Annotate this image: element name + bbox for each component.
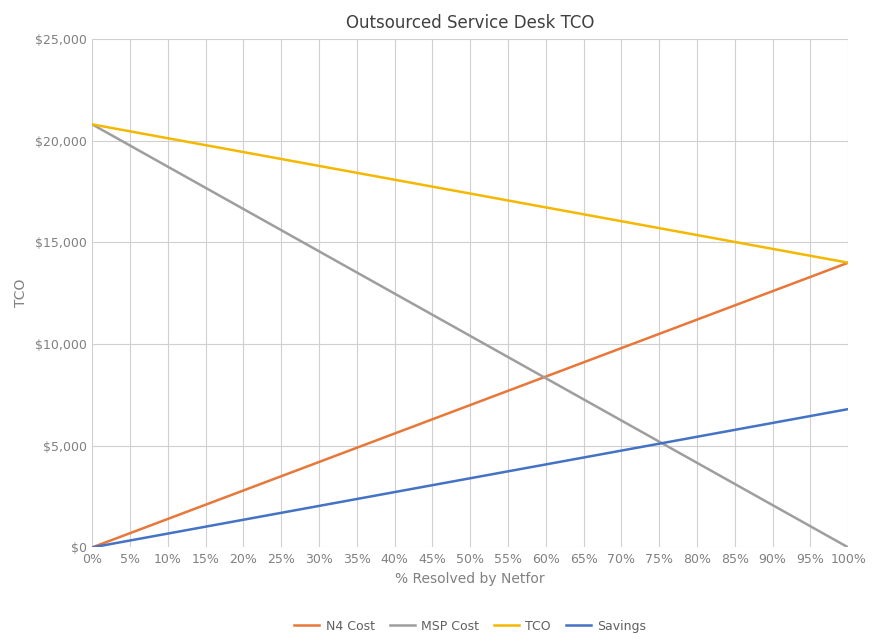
TCO (465, 190, 475, 198)
N4 Cost (692, 316, 702, 323)
MSP Cost (238, 205, 249, 213)
N4 Cost (616, 345, 627, 352)
N4 Cost (276, 472, 287, 480)
N4 Cost (314, 458, 325, 466)
N4 Cost (163, 515, 173, 523)
Savings (502, 468, 513, 475)
MSP Cost (351, 269, 362, 276)
TCO (540, 204, 551, 211)
Savings (389, 488, 400, 496)
N4 Cost (427, 415, 437, 423)
MSP Cost (540, 374, 551, 382)
TCO (843, 259, 854, 267)
MSP Cost (314, 247, 325, 255)
N4 Cost (767, 287, 778, 295)
N4 Cost (389, 430, 400, 437)
MSP Cost (654, 438, 664, 446)
Savings (276, 509, 287, 516)
Savings (351, 495, 362, 503)
TCO (351, 169, 362, 176)
Savings (201, 523, 211, 531)
TCO (427, 183, 437, 191)
MSP Cost (427, 311, 437, 319)
TCO (767, 245, 778, 252)
MSP Cost (692, 459, 702, 467)
MSP Cost (125, 142, 136, 149)
MSP Cost (502, 353, 513, 361)
TCO (314, 162, 325, 170)
MSP Cost (616, 417, 627, 424)
Line: TCO: TCO (92, 124, 848, 263)
Savings (843, 405, 854, 413)
N4 Cost (578, 359, 589, 366)
Savings (540, 460, 551, 468)
Line: MSP Cost: MSP Cost (92, 124, 848, 547)
MSP Cost (201, 184, 211, 192)
MSP Cost (87, 120, 98, 128)
TCO (578, 211, 589, 218)
Savings (163, 530, 173, 538)
Y-axis label: TCO: TCO (14, 279, 28, 307)
Title: Outsourced Service Desk TCO: Outsourced Service Desk TCO (346, 14, 594, 32)
MSP Cost (389, 290, 400, 298)
TCO (654, 224, 664, 232)
TCO (201, 141, 211, 149)
N4 Cost (805, 273, 816, 281)
N4 Cost (730, 301, 740, 309)
N4 Cost (540, 373, 551, 381)
TCO (163, 135, 173, 142)
Savings (465, 475, 475, 482)
TCO (730, 238, 740, 246)
Savings (805, 412, 816, 420)
MSP Cost (578, 395, 589, 403)
TCO (238, 148, 249, 156)
X-axis label: % Resolved by Netfor: % Resolved by Netfor (395, 571, 545, 585)
TCO (389, 176, 400, 184)
N4 Cost (465, 401, 475, 409)
Savings (578, 453, 589, 461)
TCO (692, 231, 702, 239)
TCO (502, 196, 513, 204)
Savings (314, 502, 325, 510)
TCO (616, 217, 627, 225)
TCO (125, 128, 136, 135)
Line: Savings: Savings (92, 409, 848, 547)
TCO (805, 252, 816, 260)
MSP Cost (767, 501, 778, 509)
N4 Cost (654, 330, 664, 337)
TCO (87, 120, 98, 128)
Savings (87, 544, 98, 551)
TCO (276, 155, 287, 163)
Savings (616, 447, 627, 455)
Savings (125, 536, 136, 544)
MSP Cost (730, 480, 740, 488)
MSP Cost (805, 522, 816, 530)
Savings (767, 419, 778, 427)
MSP Cost (163, 163, 173, 171)
N4 Cost (843, 259, 854, 267)
Savings (427, 481, 437, 489)
N4 Cost (201, 501, 211, 509)
Legend: N4 Cost, MSP Cost, TCO, Savings: N4 Cost, MSP Cost, TCO, Savings (290, 614, 651, 638)
MSP Cost (465, 332, 475, 340)
MSP Cost (843, 544, 854, 551)
Line: N4 Cost: N4 Cost (92, 263, 848, 547)
N4 Cost (502, 387, 513, 395)
Savings (730, 426, 740, 433)
Savings (692, 433, 702, 440)
N4 Cost (87, 544, 98, 551)
MSP Cost (276, 226, 287, 234)
Savings (238, 516, 249, 524)
Savings (654, 440, 664, 448)
N4 Cost (125, 529, 136, 537)
N4 Cost (238, 487, 249, 495)
N4 Cost (351, 444, 362, 451)
